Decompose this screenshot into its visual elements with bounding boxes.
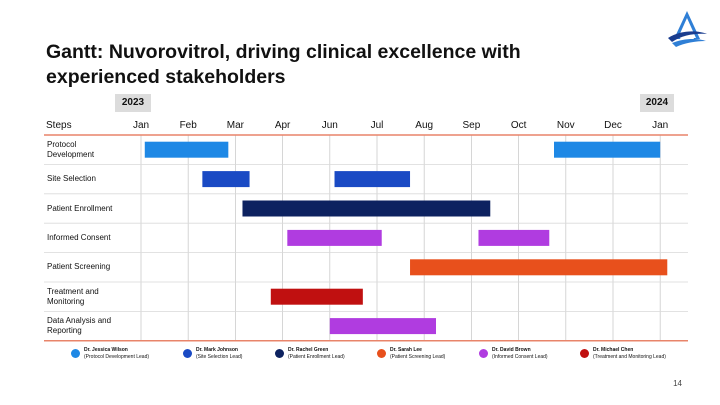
gantt-bar [242,200,491,217]
month-label: Oct [510,120,527,131]
gantt-bar [410,259,668,276]
month-label: Jan [132,120,150,131]
gantt-bar [478,229,550,246]
legend-label: Dr. Rachel Green (Patient Enrollment Lead… [288,347,345,361]
step-label: Site Selection [47,174,96,184]
step-label: Patient Screening [47,262,111,272]
legend-role: (Informed Consent Lead) [492,354,548,360]
month-label: Dec [604,120,622,131]
legend-color-swatch [71,349,80,358]
steps-column-header: Steps [46,120,72,131]
gantt-bar [334,171,411,188]
legend-name: Dr. Jessica Wilson [84,347,128,353]
legend-role: (Patient Enrollment Lead) [288,354,345,360]
gantt-bar [144,141,229,158]
gantt-bar [554,141,661,158]
legend-name: Dr. Sarah Lee [390,347,422,353]
gantt-bar [329,318,436,335]
month-label: Mar [226,120,245,131]
month-label: Feb [179,120,197,131]
step-label: Protocol Development [47,139,95,159]
legend-name: Dr. Michael Chen [593,347,634,353]
month-label: Aug [415,120,434,131]
legend-role: (Patient Screening Lead) [390,354,446,360]
legend-color-swatch [275,349,284,358]
legend-label: Dr. Jessica Wilson (Protocol Development … [84,347,149,361]
legend-role: (Protocol Development Lead) [84,354,150,360]
legend-name: Dr. Rachel Green [288,347,329,353]
legend-name: Dr. Mark Johnson [196,347,238,353]
month-label: Jul [370,120,384,131]
legend-label: Dr. Sarah Lee (Patient Screening Lead) [390,347,445,361]
month-label: Nov [556,120,575,131]
page-title: Gantt: Nuvorovitrol, driving clinical ex… [46,41,521,88]
legend-label: Dr. Mark Johnson (Site Selection Lead) [196,347,242,361]
legend-name: Dr. David Brown [492,347,531,353]
legend-role: (Treatment and Monitoring Lead) [593,354,666,360]
month-label: Jan [652,120,669,131]
legend-color-swatch [183,349,192,358]
gantt-bar [287,229,382,246]
step-label: Informed Consent [47,232,111,242]
month-label: Jun [321,120,338,131]
month-label: Sep [462,120,481,131]
legend-color-swatch [580,349,589,358]
legend-label: Dr. David Brown (Informed Consent Lead) [492,347,548,361]
step-label: Data Analysis and Reporting [47,316,112,336]
step-label: Patient Enrollment [47,203,113,213]
year-label-start: 2023 [115,94,151,112]
legend-role: (Site Selection Lead) [196,354,243,360]
legend-color-swatch [479,349,488,358]
gantt-bar [270,288,363,305]
company-logo-icon [668,11,707,47]
month-label: Apr [274,120,291,131]
legend-label: Dr. Michael Chen (Treatment and Monitorin… [593,347,666,361]
year-label-end: 2024 [640,94,674,112]
gantt-bar [202,171,250,188]
page-number: 14 [673,379,682,388]
legend-color-swatch [377,349,386,358]
step-label: Treatment and Monitoring [47,286,99,306]
